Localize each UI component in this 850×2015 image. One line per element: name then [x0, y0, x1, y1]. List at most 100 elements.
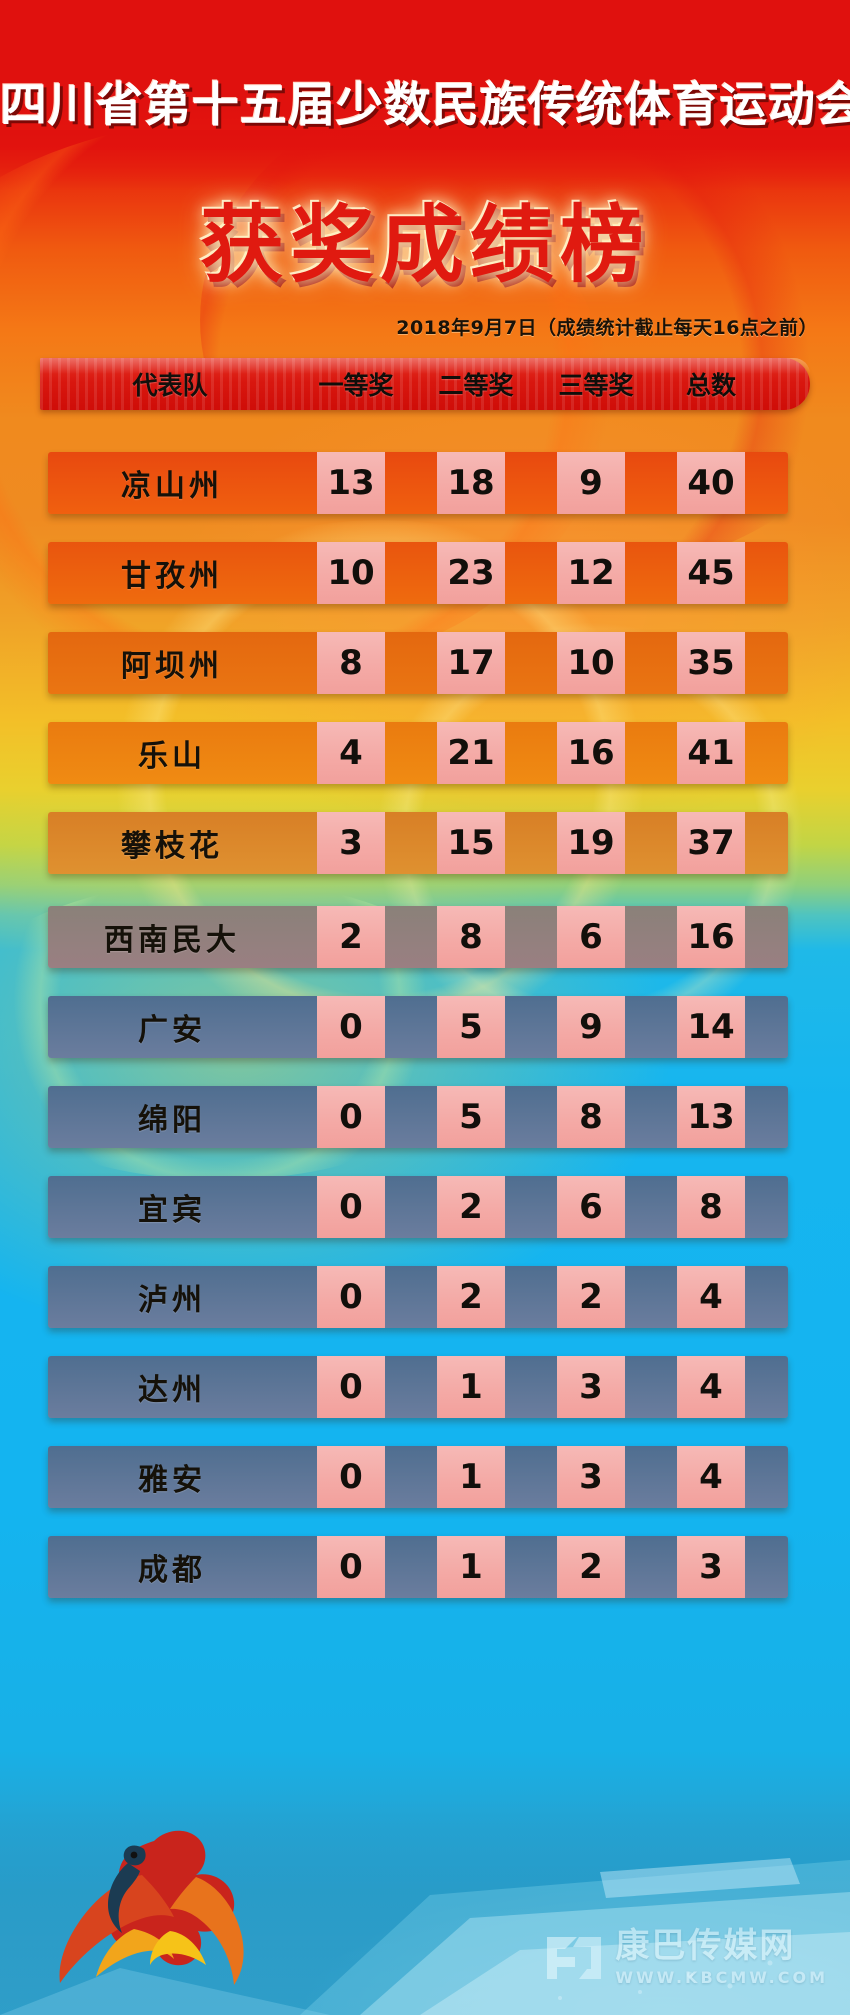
row-cell-silver: 5 [416, 1086, 526, 1148]
event-title: 四川省第十五届少数民族传统体育运动会 [0, 78, 850, 133]
row-cell-bronze: 9 [536, 996, 646, 1058]
row-team-name: 凉山州 [121, 469, 223, 504]
row-value-total: 3 [677, 1536, 745, 1598]
column-header-bronze: 三等奖 [558, 371, 634, 400]
row-cell-total: 4 [656, 1266, 766, 1328]
row-value-total: 40 [677, 452, 745, 514]
row-value-silver: 18 [437, 452, 505, 514]
row-value-silver: 2 [437, 1176, 505, 1238]
row-cell-gold: 0 [296, 1266, 406, 1328]
row-cell-gold: 13 [296, 452, 406, 514]
row-cell-gold: 0 [296, 996, 406, 1058]
row-team-name: 雅安 [138, 1463, 206, 1498]
row-cell-silver: 18 [416, 452, 526, 514]
games-emblem-icon [59, 1830, 244, 1985]
row-cell-bronze: 3 [536, 1356, 646, 1418]
row-value-total: 16 [677, 906, 745, 968]
table-row: 凉山州 13 18 9 40 [48, 452, 788, 514]
row-cell-total: 40 [656, 452, 766, 514]
row-cell-total: 41 [656, 722, 766, 784]
row-cell-bronze: 12 [536, 542, 646, 604]
row-value-gold: 3 [317, 812, 385, 874]
watermark-name: 康巴传媒网 [615, 1926, 796, 1966]
row-value-gold: 0 [317, 1446, 385, 1508]
row-value-bronze: 6 [557, 1176, 625, 1238]
table-row: 宜宾 0 2 6 8 [48, 1176, 788, 1238]
row-value-bronze: 16 [557, 722, 625, 784]
row-team-name: 攀枝花 [121, 829, 223, 864]
column-header-gold: 一等奖 [318, 371, 394, 400]
row-team-name: 泸州 [138, 1283, 206, 1318]
row-cell-silver: 1 [416, 1356, 526, 1418]
table-header-row: 代表队 一等奖 二等奖 三等奖 总数 [40, 358, 810, 410]
row-value-gold: 0 [317, 1266, 385, 1328]
date-note: 2018年9月7日（成绩统计截止每天16点之前） [396, 317, 818, 339]
row-cell-silver: 1 [416, 1536, 526, 1598]
table-row: 绵阳 0 5 8 13 [48, 1086, 788, 1148]
row-value-gold: 0 [317, 996, 385, 1058]
row-value-bronze: 6 [557, 906, 625, 968]
table-row: 达州 0 1 3 4 [48, 1356, 788, 1418]
column-header-team: 代表队 [132, 371, 208, 400]
table-row: 广安 0 5 9 14 [48, 996, 788, 1058]
row-value-gold: 4 [317, 722, 385, 784]
table-row: 成都 0 1 2 3 [48, 1536, 788, 1598]
row-value-bronze: 12 [557, 542, 625, 604]
row-cell-gold: 4 [296, 722, 406, 784]
row-cell-gold: 0 [296, 1536, 406, 1598]
row-cell-gold: 0 [296, 1176, 406, 1238]
row-cell-total: 3 [656, 1536, 766, 1598]
row-cell-bronze: 9 [536, 452, 646, 514]
row-cell-bronze: 8 [536, 1086, 646, 1148]
row-value-gold: 13 [317, 452, 385, 514]
watermark: 康巴传媒网 WWW.KBCMW.COM [543, 1918, 828, 1987]
row-cell-silver: 21 [416, 722, 526, 784]
row-cell-gold: 2 [296, 906, 406, 968]
table-row: 乐山 4 21 16 41 [48, 722, 788, 784]
row-value-total: 35 [677, 632, 745, 694]
row-cell-silver: 5 [416, 996, 526, 1058]
row-cell-gold: 3 [296, 812, 406, 874]
table-row: 西南民大 2 8 6 16 [48, 906, 788, 968]
table-row: 泸州 0 2 2 4 [48, 1266, 788, 1328]
row-cell-total: 16 [656, 906, 766, 968]
row-value-gold: 10 [317, 542, 385, 604]
row-value-bronze: 2 [557, 1536, 625, 1598]
row-cell-silver: 15 [416, 812, 526, 874]
row-value-total: 37 [677, 812, 745, 874]
row-team-name: 西南民大 [104, 923, 240, 958]
row-value-bronze: 8 [557, 1086, 625, 1148]
row-team-name: 绵阳 [138, 1103, 206, 1138]
row-value-total: 8 [677, 1176, 745, 1238]
watermark-url: WWW.KBCMW.COM [615, 1968, 828, 1987]
row-cell-gold: 10 [296, 542, 406, 604]
row-cell-silver: 23 [416, 542, 526, 604]
row-cell-silver: 2 [416, 1266, 526, 1328]
row-cell-gold: 0 [296, 1446, 406, 1508]
row-cell-gold: 0 [296, 1356, 406, 1418]
row-cell-total: 8 [656, 1176, 766, 1238]
row-cell-silver: 1 [416, 1446, 526, 1508]
row-team-name: 阿坝州 [121, 649, 223, 684]
row-value-gold: 2 [317, 906, 385, 968]
row-cell-total: 45 [656, 542, 766, 604]
row-value-bronze: 3 [557, 1446, 625, 1508]
row-cell-bronze: 16 [536, 722, 646, 784]
row-cell-bronze: 19 [536, 812, 646, 874]
table-row: 甘孜州 10 23 12 45 [48, 542, 788, 604]
row-value-bronze: 10 [557, 632, 625, 694]
row-value-bronze: 3 [557, 1356, 625, 1418]
row-cell-total: 4 [656, 1356, 766, 1418]
row-value-bronze: 9 [557, 452, 625, 514]
row-cell-bronze: 3 [536, 1446, 646, 1508]
row-cell-bronze: 6 [536, 1176, 646, 1238]
row-cell-bronze: 6 [536, 906, 646, 968]
row-value-silver: 23 [437, 542, 505, 604]
row-cell-silver: 8 [416, 906, 526, 968]
row-team-name: 宜宾 [138, 1193, 206, 1228]
row-value-silver: 17 [437, 632, 505, 694]
row-value-gold: 0 [317, 1176, 385, 1238]
row-cell-total: 4 [656, 1446, 766, 1508]
row-cell-total: 35 [656, 632, 766, 694]
